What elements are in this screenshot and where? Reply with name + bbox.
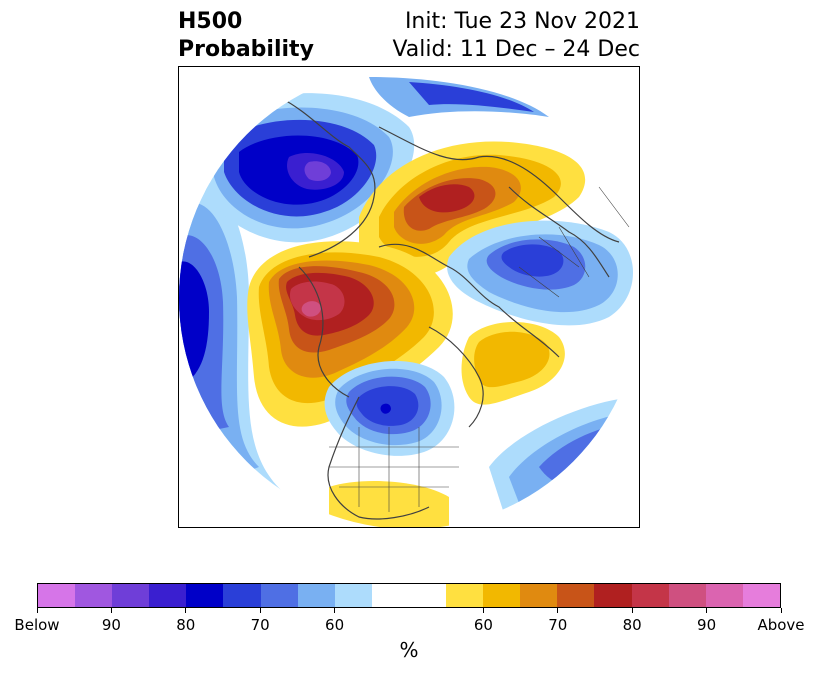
colorbar-unit: % [399, 638, 419, 662]
valid-period: Valid: 11 Dec – 24 Dec [392, 37, 640, 62]
colorbar-swatch [483, 584, 521, 607]
colorbar-swatch [594, 584, 632, 607]
colorbar-swatch [371, 584, 409, 607]
colorbar-swatch [557, 584, 595, 607]
colorbar-tick-label: 90 [697, 616, 717, 634]
colorbar-swatch [149, 584, 187, 607]
colorbar-swatch [38, 584, 76, 607]
probability-map [178, 66, 640, 528]
colorbar-tick [706, 608, 708, 613]
colorbar-tick [185, 608, 187, 613]
colorbar-swatch [297, 584, 335, 607]
colorbar-tick-label: 70 [250, 616, 270, 634]
colorbar-tick [780, 608, 782, 613]
colorbar-tick-label: 70 [548, 616, 568, 634]
colorbar-swatch [75, 584, 113, 607]
title-variable: H500 [178, 9, 243, 34]
colorbar-tick-label: Above [757, 616, 805, 634]
colorbar-swatch [408, 584, 447, 607]
colorbar-swatch [705, 584, 743, 607]
colorbar-tick-label: 60 [325, 616, 345, 634]
colorbar-tick-label: 90 [101, 616, 121, 634]
colorbar-tick [334, 608, 336, 613]
colorbar-swatch [260, 584, 298, 607]
colorbar-swatch [186, 584, 224, 607]
colorbar-tick [557, 608, 559, 613]
colorbar-swatch [223, 584, 261, 607]
colorbar-tick-label: 80 [176, 616, 196, 634]
colorbar-swatch [112, 584, 150, 607]
colorbar-tick [259, 608, 261, 613]
init-date: Init: Tue 23 Nov 2021 [404, 9, 640, 34]
title-product: Probability [178, 37, 314, 62]
colorbar-tick-label: 60 [473, 616, 493, 634]
colorbar-swatch [742, 584, 780, 607]
chart-title-left: H500 Probability [178, 8, 314, 64]
chart-title-right: Init: Tue 23 Nov 2021 Valid: 11 Dec – 24… [392, 8, 640, 64]
coastlines [278, 96, 620, 520]
borders [329, 166, 639, 512]
colorbar-tick-label: 80 [622, 616, 642, 634]
colorbar-tick [110, 608, 112, 613]
colorbar-swatch [631, 584, 669, 607]
colorbar-swatch [520, 584, 558, 607]
colorbar [37, 583, 781, 608]
probability-field [179, 67, 639, 527]
colorbar-swatch [334, 584, 372, 607]
colorbar-tick [631, 608, 633, 613]
colorbar-tick-label: Below [14, 616, 60, 634]
colorbar-swatch [668, 584, 706, 607]
colorbar-tick [482, 608, 484, 613]
colorbar-swatch [446, 584, 484, 607]
map-svg [179, 67, 639, 527]
colorbar-tick [36, 608, 38, 613]
